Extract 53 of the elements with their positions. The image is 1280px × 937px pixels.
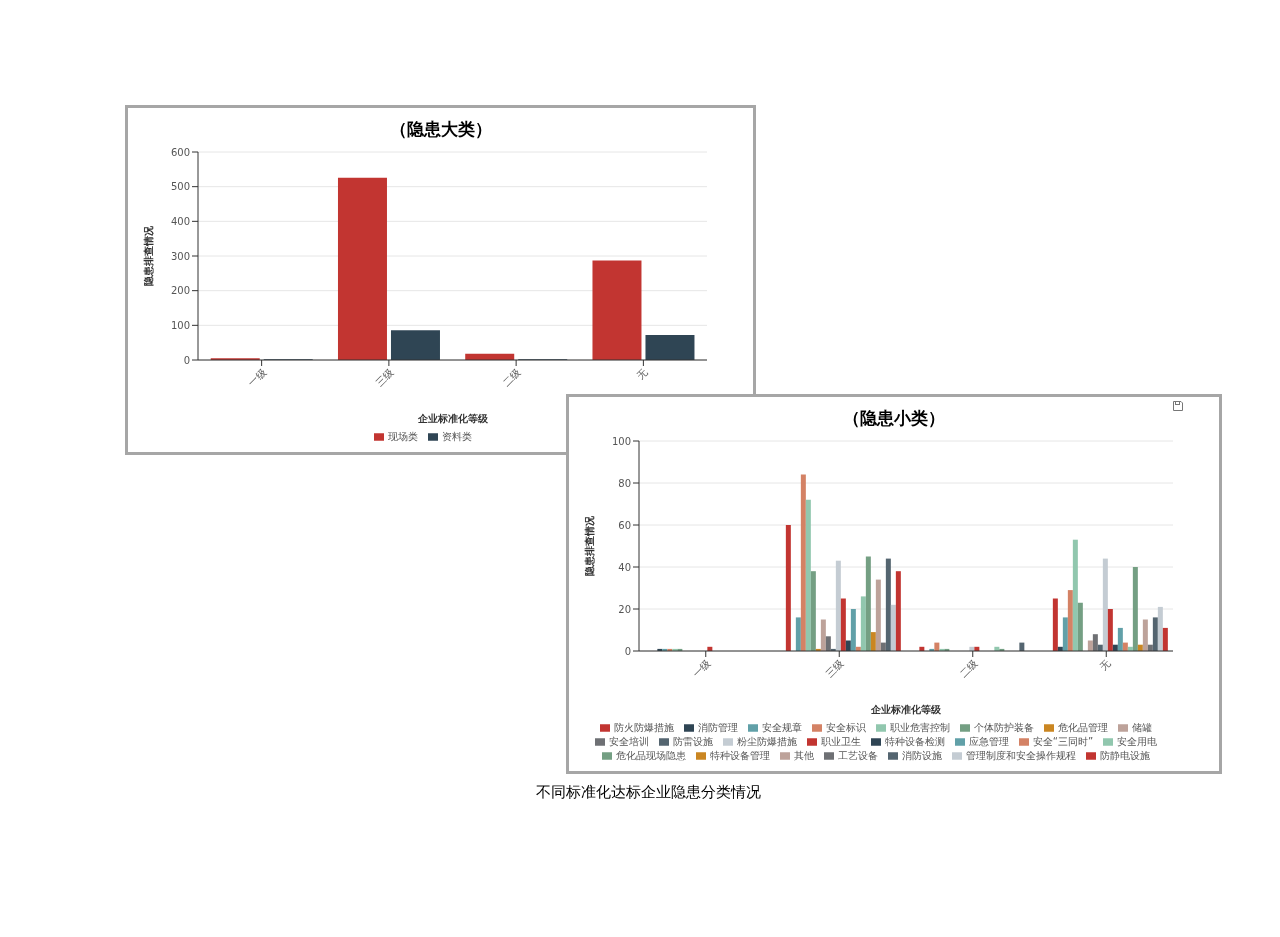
chart-title: （隐患大类）: [388, 118, 493, 141]
y-tick-label: 40: [618, 561, 631, 573]
legend-label: 特种设备检测: [884, 736, 945, 747]
legend-label: 防火防爆措施: [614, 722, 674, 733]
x-axis-title: 企业标准化等级: [416, 413, 489, 424]
legend-label: 应急管理: [968, 736, 1009, 747]
legend-label: 消防设施: [902, 750, 942, 761]
legend-label: 其他: [794, 750, 814, 761]
y-tick-label: 20: [618, 603, 631, 615]
legend-label: 职业危害控制: [890, 722, 950, 733]
legend-label: 特种设备管理: [710, 750, 770, 761]
legend-label: 管理制度和安全操作规程: [966, 750, 1076, 761]
legend-label: 个体防护装备: [974, 722, 1034, 733]
y-tick-label: 100: [170, 319, 190, 331]
legend-label: 防雷设施: [672, 736, 713, 747]
legend-label: 防静电设施: [1100, 750, 1150, 761]
legend-label: 资料类: [441, 431, 472, 442]
y-tick-label: 200: [170, 285, 190, 297]
y-tick-label: 400: [170, 215, 190, 227]
legend-label: 安全培训: [608, 736, 649, 747]
legend-label: 职业卫生: [820, 736, 861, 747]
y-tick-label: 80: [618, 477, 631, 489]
y-tick-label: 0: [624, 645, 631, 657]
y-axis-title: 隐患排查情况: [142, 225, 154, 286]
y-tick-label: 60: [618, 519, 631, 531]
chart-title: （隐患小类）: [842, 407, 946, 430]
legend-label: 安全标识: [826, 722, 866, 733]
x-tick-label: 一级: [246, 366, 269, 389]
legend-label: 储罐: [1132, 722, 1152, 733]
legend-label: 粉尘防爆措施: [736, 736, 797, 747]
x-tick-label: 三级: [373, 366, 396, 389]
x-tick-label: 二级: [500, 366, 523, 389]
text: 不同标准化达标企业隐患分类情况: [534, 783, 762, 802]
x-tick-label: 二级: [957, 657, 980, 680]
legend-label: 工艺设备: [838, 750, 878, 761]
legend-label: 现场类: [387, 431, 418, 442]
x-tick-label: 无: [634, 366, 650, 382]
x-tick-label: 三级: [823, 657, 846, 680]
y-tick-label: 300: [170, 250, 190, 262]
legend-label: 安全“三同时”: [1032, 736, 1094, 747]
y-tick-label: 600: [170, 146, 190, 158]
x-tick-label: 无: [1097, 657, 1113, 673]
y-tick-label: 0: [183, 354, 190, 366]
legend-label: 危化品管理: [1058, 722, 1108, 733]
y-axis-title: 隐患排查情况: [583, 515, 595, 576]
legend-label: 安全规章: [762, 722, 802, 733]
x-tick-label: 一级: [690, 657, 713, 680]
y-tick-label: 100: [611, 435, 631, 447]
legend-label: 危化品现场隐患: [616, 750, 686, 761]
legend-label: 安全用电: [1117, 736, 1158, 747]
legend-label: 消防管理: [698, 722, 738, 733]
x-axis-title: 企业标准化等级: [870, 704, 942, 715]
y-tick-label: 500: [170, 181, 190, 193]
